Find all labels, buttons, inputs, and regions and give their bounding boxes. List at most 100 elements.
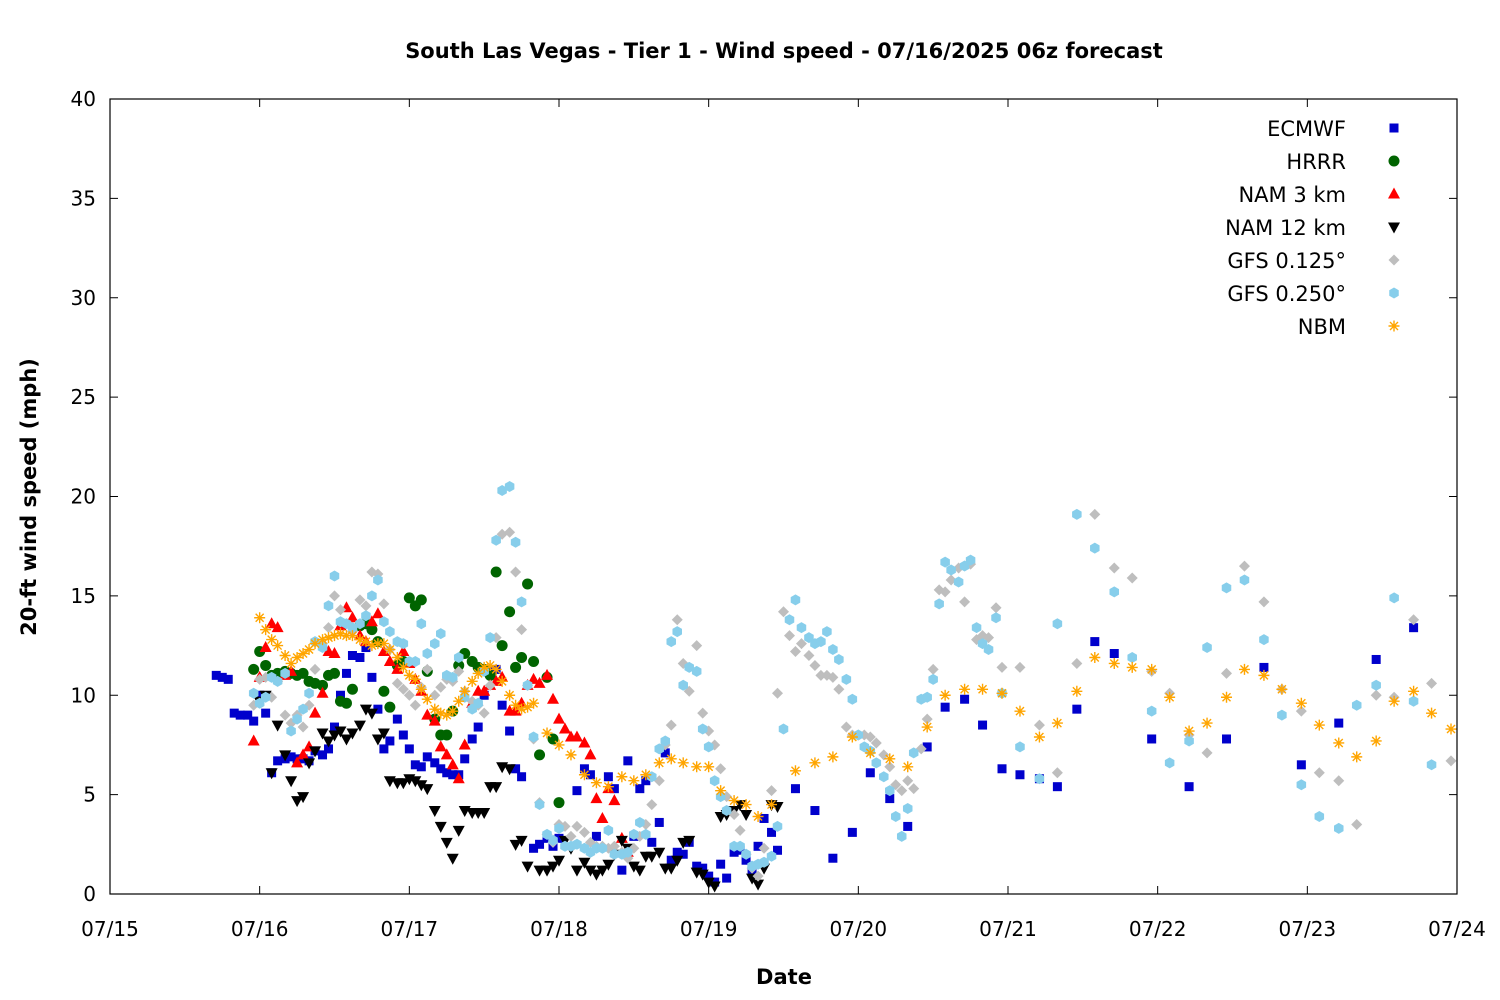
y-tick-label: 5: [83, 783, 96, 807]
data-point-nbm: [1313, 719, 1325, 731]
data-point-gfs-0-125: [789, 646, 801, 658]
data-point-gfs-0-125: [435, 681, 447, 693]
data-point-ecmwf: [367, 672, 377, 682]
data-point-ecmwf: [1052, 782, 1062, 792]
data-point-nbm: [677, 757, 689, 769]
data-point-nam-12-km: [478, 808, 491, 820]
data-point-gfs-0-250: [879, 771, 889, 783]
data-point-nbm: [703, 761, 715, 773]
data-point-gfs-0-125: [864, 731, 876, 743]
data-point-nam-3-km: [558, 722, 571, 734]
data-point-gfs-0-125: [1221, 667, 1233, 679]
legend-label-ecmwf: ECMWF: [1267, 117, 1346, 141]
data-point-ecmwf: [940, 702, 950, 712]
data-point-ecmwf: [324, 744, 334, 754]
data-point-gfs-0-250: [847, 693, 858, 705]
data-point-nam-12-km: [521, 861, 534, 873]
data-point-nbm: [391, 651, 403, 663]
data-point-nbm: [279, 650, 291, 661]
data-point-ecmwf: [885, 794, 895, 804]
data-point-gfs-0-125: [1071, 657, 1083, 669]
data-point-gfs-0-250: [379, 616, 389, 628]
data-point-gfs-0-250: [759, 856, 769, 868]
data-point-ecmwf: [978, 720, 988, 730]
data-point-gfs-0-250: [896, 830, 907, 842]
data-point-gfs-0-250: [922, 691, 932, 703]
data-point-gfs-0-125: [378, 598, 390, 610]
data-point-nam-12-km: [359, 704, 372, 716]
data-point-nbm: [939, 689, 951, 701]
data-point-gfs-0-250: [641, 828, 651, 840]
data-point-ecmwf: [1109, 649, 1119, 659]
data-point-ecmwf: [243, 710, 253, 720]
data-point-gfs-0-125: [1295, 705, 1307, 717]
data-point-ecmwf: [330, 722, 339, 732]
data-point-nam-3-km: [328, 647, 341, 659]
legend-marker-nam-12-km: [1388, 222, 1400, 234]
data-point-ecmwf: [1090, 637, 1100, 647]
data-point-nam-12-km: [547, 861, 560, 873]
data-point-gfs-0-250: [709, 775, 720, 787]
data-point-gfs-0-250: [635, 816, 645, 828]
data-point-gfs-0-250: [1164, 757, 1175, 769]
data-point-gfs-0-250: [991, 612, 1001, 624]
data-point-gfs-0-125: [329, 590, 340, 602]
data-point-gfs-0-125: [1108, 562, 1120, 574]
x-tick-label: 07/17: [381, 917, 439, 941]
data-point-gfs-0-125: [691, 640, 703, 652]
data-point-gfs-0-125: [323, 622, 335, 634]
data-point-ecmwf: [1371, 654, 1381, 664]
data-point-gfs-0-125: [391, 677, 403, 689]
data-point-gfs-0-125: [516, 624, 528, 636]
data-point-gfs-0-250: [703, 741, 714, 753]
data-point-gfs-0-125: [840, 721, 852, 733]
data-point-nbm: [1445, 723, 1457, 735]
data-point-ecmwf: [722, 873, 732, 883]
data-point-ecmwf: [335, 690, 345, 700]
data-point-hrrr: [340, 697, 352, 709]
legend-marker-ecmwf: [1389, 123, 1399, 133]
data-point-nam-12-km: [271, 720, 284, 732]
data-point-gfs-0-250: [1426, 759, 1437, 771]
data-point-nam-12-km: [708, 881, 721, 893]
data-point-ecmwf: [436, 764, 446, 774]
data-point-nam-12-km: [322, 736, 335, 748]
data-point-nbm: [323, 632, 335, 644]
data-point-gfs-0-250: [654, 743, 665, 755]
data-point-ecmwf: [448, 770, 458, 780]
data-point-gfs-0-125: [1014, 661, 1026, 673]
data-point-nbm: [459, 685, 471, 697]
data-point-ecmwf: [960, 694, 970, 704]
data-point-ecmwf: [430, 758, 440, 768]
data-point-gfs-0-250: [971, 622, 982, 634]
data-point-ecmwf: [773, 845, 783, 855]
data-point-gfs-0-125: [334, 604, 346, 616]
data-point-nbm: [616, 771, 628, 783]
x-tick-label: 07/18: [530, 917, 588, 941]
data-point-nbm: [354, 634, 366, 646]
data-point-ecmwf: [261, 708, 271, 718]
data-point-gfs-0-125: [646, 799, 658, 811]
data-point-gfs-0-250: [323, 600, 334, 612]
data-point-nam-3-km: [584, 748, 597, 760]
data-point-gfs-0-250: [572, 838, 582, 850]
data-point-nbm: [1033, 731, 1045, 743]
data-point-gfs-0-125: [715, 763, 727, 775]
data-point-nbm: [260, 624, 272, 636]
data-point-nam-12-km: [740, 810, 753, 821]
y-tick-label: 25: [71, 385, 96, 409]
data-point-gfs-0-250: [1090, 542, 1100, 554]
data-point-nbm: [309, 638, 321, 650]
data-point-gfs-0-250: [1109, 586, 1120, 598]
data-point-gfs-0-250: [603, 824, 614, 836]
data-point-gfs-0-250: [853, 729, 864, 741]
data-point-ecmwf: [572, 786, 582, 796]
data-point-nbm: [453, 695, 465, 707]
data-point-nbm: [1408, 685, 1420, 697]
data-point-gfs-0-250: [1259, 634, 1269, 646]
data-point-ecmwf: [341, 668, 351, 678]
data-point-ecmwf: [704, 871, 714, 881]
data-point-gfs-0-250: [871, 757, 882, 769]
data-point-nbm: [496, 675, 508, 687]
data-point-ecmwf: [217, 672, 227, 682]
